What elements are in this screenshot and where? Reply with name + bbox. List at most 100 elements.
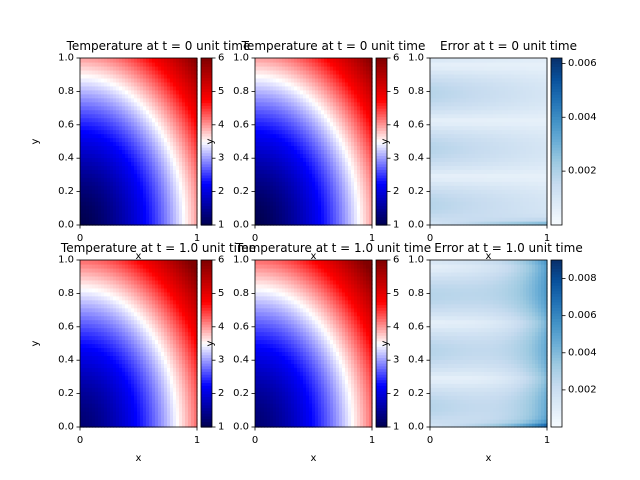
heatmap-cell (330, 81, 334, 87)
heatmap-cell (321, 137, 325, 143)
heatmap-cell (496, 141, 500, 147)
heatmap-cell (460, 153, 464, 159)
heatmap-cell (270, 145, 274, 151)
heatmap-cell (351, 217, 355, 222)
heatmap-cell (116, 101, 120, 107)
heatmap-cell (92, 61, 96, 67)
heatmap-cell (188, 217, 192, 222)
heatmap-cell (532, 109, 536, 115)
heatmap-cell (532, 149, 536, 155)
heatmap-cell (535, 153, 539, 159)
heatmap-cell (502, 65, 506, 71)
heatmap-cell (430, 125, 434, 131)
heatmap-cell (182, 177, 186, 182)
heatmap-cell (119, 81, 123, 87)
heatmap-cell (101, 149, 105, 155)
heatmap-cell (285, 177, 289, 182)
heatmap-cell (324, 121, 328, 127)
heatmap-cell (430, 169, 434, 174)
heatmap-cell (433, 113, 437, 119)
heatmap-cell (143, 125, 147, 131)
heatmap-cell (433, 109, 437, 115)
heatmap-cell (182, 213, 186, 218)
heatmap-cell (321, 129, 325, 135)
heatmap-cell (436, 89, 440, 95)
heatmap-cell (98, 133, 102, 139)
heatmap-cell (188, 97, 192, 103)
heatmap-cell (487, 105, 491, 111)
heatmap-cell (273, 93, 277, 99)
heatmap-cell (502, 173, 506, 178)
heatmap-cell (179, 133, 183, 139)
heatmap-cell (517, 201, 521, 206)
heatmap-cell (95, 117, 99, 123)
heatmap-cell (258, 209, 262, 214)
heatmap-cell (517, 185, 521, 190)
heatmap-cell (439, 145, 443, 151)
heatmap-cell (173, 69, 177, 75)
heatmap-cell (357, 193, 361, 198)
heatmap-cell (134, 161, 138, 166)
heatmap-cell (463, 189, 467, 194)
heatmap-cell (451, 61, 455, 67)
heatmap-cell (113, 145, 117, 151)
heatmap-cell (92, 165, 96, 170)
heatmap-cell (255, 81, 259, 87)
heatmap-cell (104, 109, 108, 115)
heatmap-cell (92, 201, 96, 206)
heatmap-cell (324, 209, 328, 214)
heatmap-cell (493, 221, 497, 226)
heatmap-cell (499, 157, 503, 162)
heatmap-cell (258, 169, 262, 174)
heatmap-cell (191, 121, 195, 127)
heatmap-cell (469, 125, 473, 131)
heatmap-cell (436, 181, 440, 186)
heatmap-cell (146, 73, 150, 79)
heatmap-cell (439, 121, 443, 127)
heatmap-cell (336, 161, 340, 166)
heatmap-cell (140, 189, 144, 194)
heatmap-cell (451, 73, 455, 79)
heatmap-cell (508, 85, 512, 91)
heatmap-cell (137, 153, 141, 159)
heatmap-cell (460, 205, 464, 210)
heatmap-cell (176, 189, 180, 194)
heatmap-cell (134, 145, 138, 151)
heatmap-cell (345, 161, 349, 166)
heatmap-cell (315, 77, 319, 83)
heatmap-cell (336, 205, 340, 210)
heatmap-cell (505, 61, 509, 67)
heatmap-cell (345, 125, 349, 131)
heatmap-cell (258, 58, 262, 63)
heatmap-cell (80, 81, 84, 87)
heatmap-cell (170, 65, 174, 71)
heatmap-cell (297, 58, 301, 63)
heatmap-cell (508, 165, 512, 170)
heatmap-cell (167, 85, 171, 91)
heatmap-cell (149, 209, 153, 214)
heatmap-cell (98, 109, 102, 115)
heatmap-cell (312, 81, 316, 87)
x-tick-label: 0 (77, 233, 83, 244)
heatmap-cell (92, 217, 96, 222)
heatmap-cell (508, 109, 512, 115)
heatmap-cell (487, 61, 491, 67)
heatmap-cell (188, 213, 192, 218)
heatmap-cell (110, 137, 114, 143)
heatmap-cell (517, 209, 521, 214)
heatmap-cell (155, 141, 159, 147)
heatmap-cell (158, 73, 162, 79)
heatmap-cell (493, 61, 497, 67)
heatmap-cell (357, 153, 361, 159)
heatmap-cell (436, 189, 440, 194)
heatmap-cell (484, 129, 488, 135)
heatmap-cell (152, 65, 156, 71)
heatmap-cell (445, 113, 449, 119)
heatmap-cell (505, 145, 509, 151)
heatmap-cell (125, 58, 129, 63)
heatmap-cell (520, 177, 524, 182)
heatmap-cell (514, 177, 518, 182)
heatmap-cell (294, 157, 298, 162)
heatmap-cell (369, 133, 373, 139)
heatmap-cell (511, 161, 515, 166)
